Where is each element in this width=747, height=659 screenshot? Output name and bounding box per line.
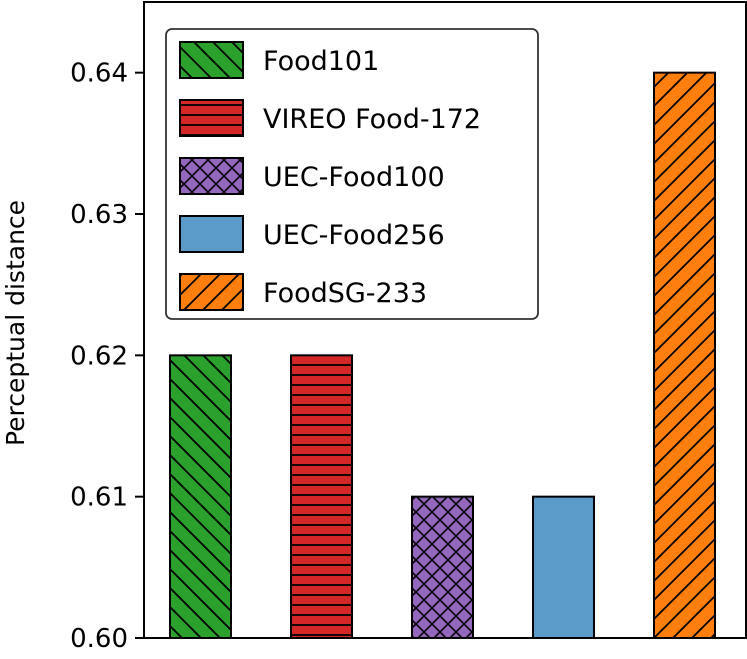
bar-uec-food100 — [411, 495, 474, 639]
bar-uec-food256 — [532, 495, 595, 639]
legend-swatch-hatch — [180, 100, 243, 136]
bar-hatch — [412, 496, 473, 638]
y-tick-label: 0.61 — [70, 483, 128, 513]
bar-vireo-food-172 — [290, 354, 353, 639]
y-tick-label: 0.64 — [70, 59, 128, 89]
legend-item: VIREO Food-172 — [179, 99, 481, 137]
y-tick-label: 0.62 — [70, 341, 128, 371]
y-axis-ticks: 0.60 0.61 0.62 0.63 0.64 — [70, 59, 144, 654]
legend-item: Food101 — [179, 41, 379, 79]
y-tick-label: 0.63 — [70, 200, 128, 230]
legend-item: FoodSG-233 — [179, 273, 427, 311]
legend-item: UEC-Food100 — [179, 157, 445, 195]
legend-label: Food101 — [263, 46, 379, 77]
bar-foodsg-233 — [653, 71, 716, 639]
legend-label: UEC-Food100 — [263, 162, 445, 193]
legend-swatch-hatch — [180, 274, 243, 310]
legend-items: Food101 VIREO Food-172 UEC-Food100 UEC-Food… — [179, 41, 481, 311]
legend-swatch-hatch — [180, 42, 243, 78]
legend-swatch-outline — [179, 157, 244, 195]
bar-food101 — [169, 354, 232, 639]
legend-swatch-outline — [179, 273, 244, 311]
legend-swatch-hatch — [180, 158, 243, 194]
bar-hatch — [654, 72, 715, 638]
legend-swatch — [180, 216, 243, 252]
legend: Food101 VIREO Food-172 UEC-Food100 UEC-Food… — [165, 28, 539, 320]
bar-hatch — [170, 355, 231, 638]
legend-swatch-outline — [179, 215, 244, 253]
legend-label: VIREO Food-172 — [263, 104, 481, 135]
axes-frame — [143, 1, 747, 639]
bar-fill — [533, 496, 594, 638]
legend-swatch-outline — [179, 41, 244, 79]
y-tick-label: 0.60 — [70, 624, 128, 654]
bar-hatch — [291, 355, 352, 638]
legend-label: UEC-Food256 — [263, 220, 445, 251]
legend-item: UEC-Food256 — [179, 215, 445, 253]
legend-swatch-outline — [179, 99, 244, 137]
legend-label: FoodSG-233 — [263, 278, 427, 309]
legend-box — [165, 28, 539, 320]
bars-group — [169, 71, 716, 639]
y-axis-label: Perceptual distance — [1, 200, 30, 446]
